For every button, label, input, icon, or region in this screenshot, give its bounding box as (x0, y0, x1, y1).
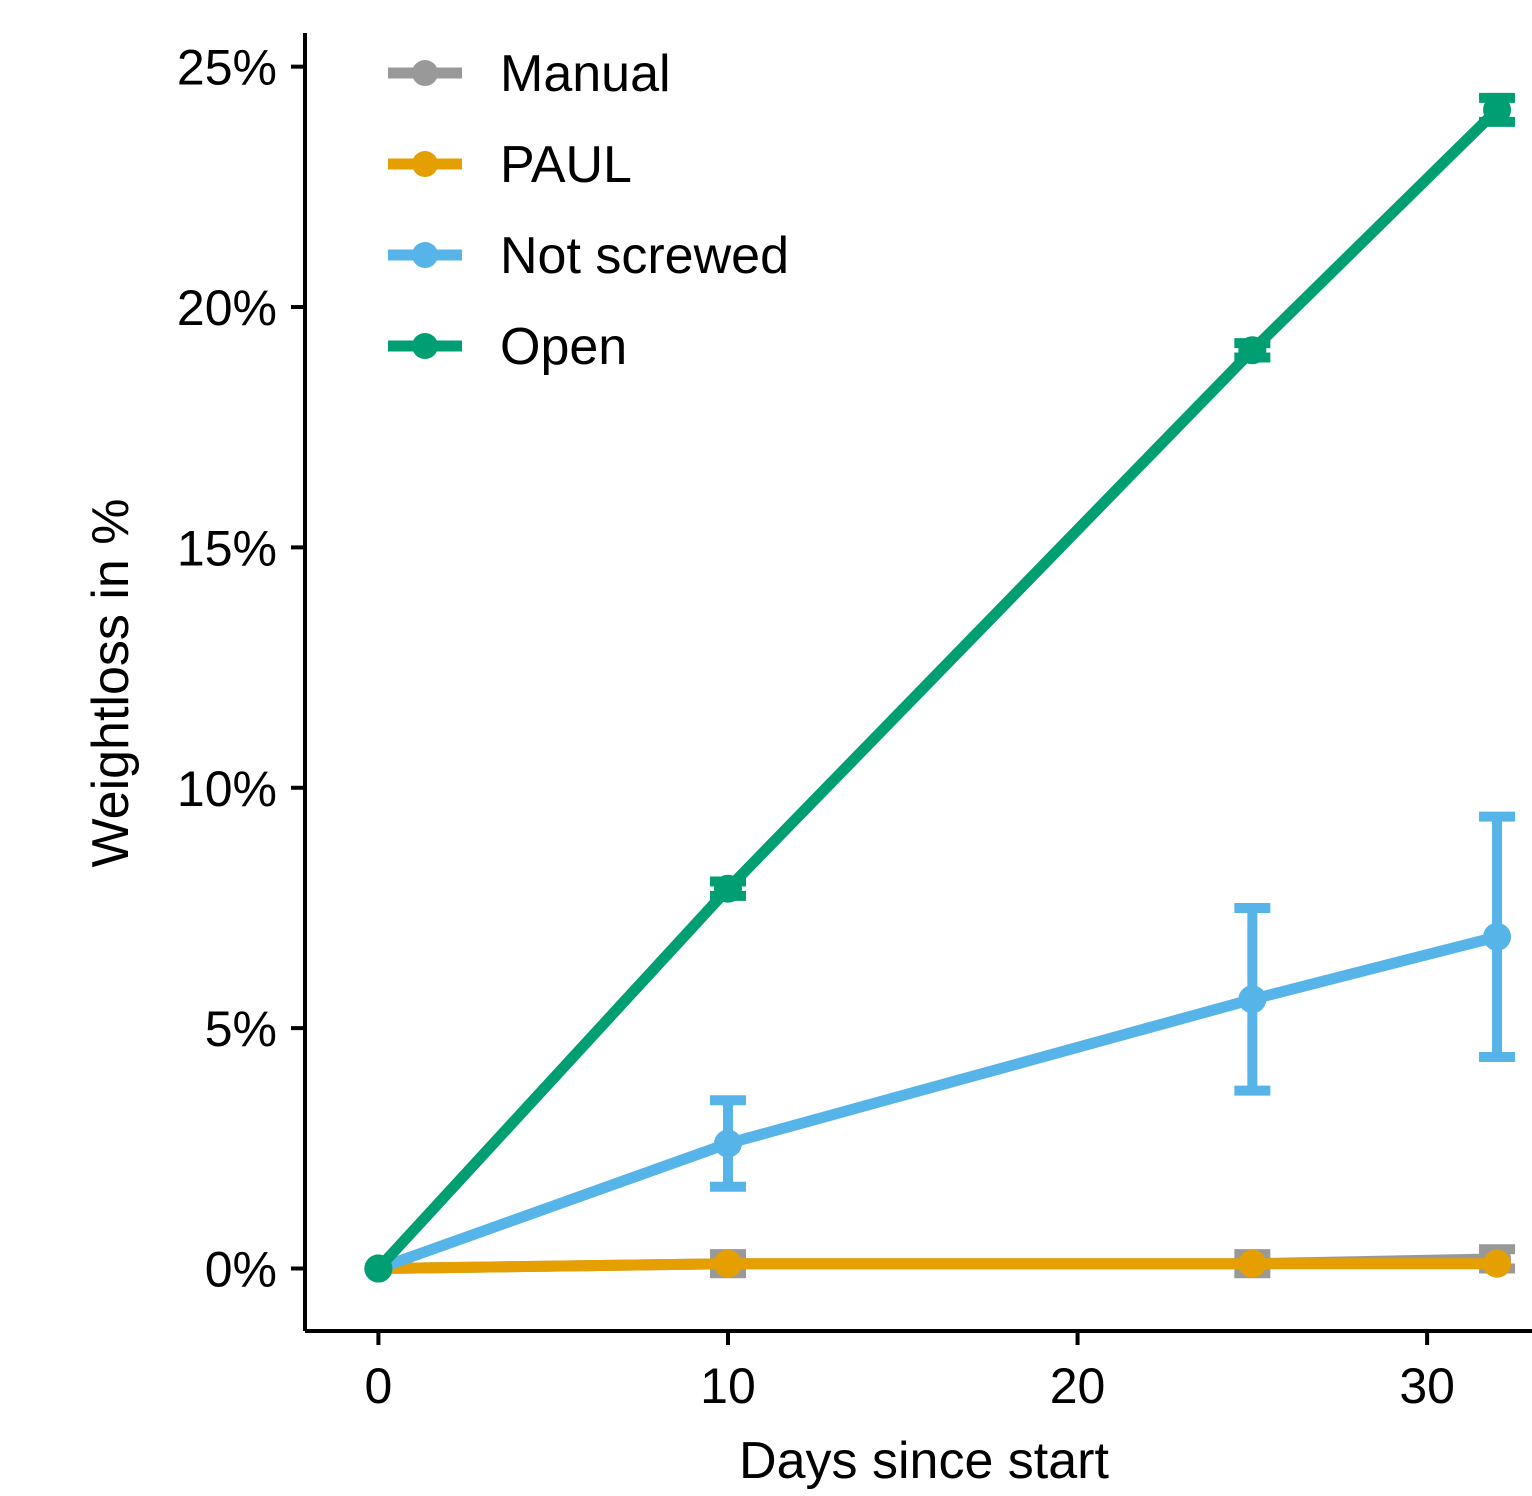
legend-label: PAUL (500, 136, 632, 194)
data-point (364, 1254, 393, 1283)
legend-item: Open (388, 318, 627, 376)
legend-label: Open (500, 318, 627, 376)
legend-item: Not screwed (388, 227, 789, 285)
legend-swatch-point (412, 333, 438, 359)
x-tick-label: 30 (1399, 1358, 1455, 1414)
data-point (1483, 1249, 1512, 1278)
legend-label: Not screwed (500, 227, 789, 285)
y-axis-title: Weightloss in % (82, 499, 140, 868)
x-tick-label: 10 (700, 1358, 756, 1414)
data-point (1238, 336, 1267, 365)
y-ticks: 0% 5% 10% 15% 20% 25% (177, 40, 305, 1298)
x-tick-label: 0 (365, 1358, 393, 1414)
legend-swatch-point (412, 60, 438, 86)
legend-label: Manual (500, 45, 671, 103)
data-point (713, 874, 742, 903)
series-paul (364, 1249, 1512, 1283)
data-point (713, 1129, 742, 1158)
y-tick-label: 5% (205, 1001, 277, 1057)
x-axis-title: Days since start (739, 1432, 1109, 1490)
data-point (1238, 1249, 1267, 1278)
legend-item: Manual (388, 45, 671, 103)
x-ticks: 0 10 20 30 (365, 1331, 1455, 1414)
y-tick-label: 25% (177, 40, 277, 96)
series-line (376, 931, 1499, 1274)
legend-item: PAUL (388, 136, 632, 194)
y-tick-label: 10% (177, 761, 277, 817)
legend: Manual PAUL Not screwed Open (388, 45, 789, 376)
data-point (1483, 922, 1512, 951)
series-line (378, 1258, 1498, 1275)
axes: 0 10 20 30 0% 5% 10% 15% 20% 25% (177, 33, 1532, 1414)
x-tick-label: 20 (1050, 1358, 1106, 1414)
data-point (1483, 95, 1512, 124)
legend-swatch-point (412, 151, 438, 177)
y-tick-label: 15% (177, 520, 277, 576)
data-point (713, 1249, 742, 1278)
y-tick-label: 0% (205, 1242, 277, 1298)
y-tick-label: 20% (177, 280, 277, 336)
series-line (374, 105, 1501, 1273)
legend-swatch-point (412, 242, 438, 268)
series-layer (364, 92, 1516, 1283)
series-not-screwed (364, 811, 1516, 1283)
data-point (1238, 985, 1267, 1014)
series-open (364, 92, 1516, 1283)
